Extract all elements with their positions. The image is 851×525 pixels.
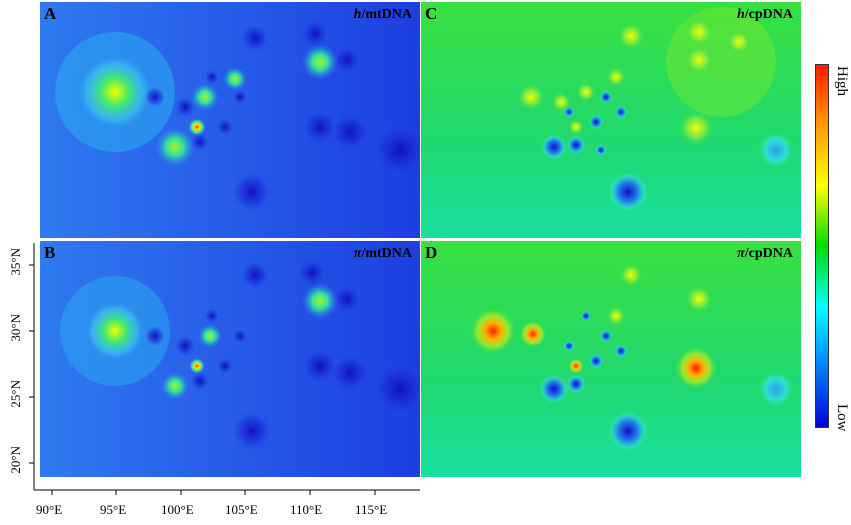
y-tick-label-35: 35°N [8,248,23,276]
y-tick-label-20: 20°N [8,446,23,474]
x-tick-label-115: 115°E [355,502,388,517]
panel-d-map: D π/cpDNA [421,241,801,477]
panel-c-heatmap [421,2,801,238]
panel-b-marker: /mtDNA [361,246,412,261]
panel-b-variable: π [353,246,362,261]
panel-a-title: h/mtDNA [354,7,412,23]
panel-a-variable: h [353,7,362,22]
panel-b-letter: B [44,243,56,262]
panel-c-map: C h/cpDNA [421,2,801,238]
x-tick-label-110: 110°E [290,502,323,517]
x-tick-label-90: 90°E [36,502,63,517]
panel-d-variable: π [737,246,745,261]
panel-a-map: A h/mtDNA [40,2,420,238]
panel-d-marker: /cpDNA [744,246,793,261]
x-tick-label-95: 95°E [100,502,127,517]
panel-a-letter: A [44,4,57,23]
panel-d-title: π/cpDNA [737,246,793,262]
colorbar [815,64,829,428]
panel-a-marker: /mtDNA [361,7,412,22]
panel-b-map: B π/mtDNA [40,241,420,477]
colorbar-low-label: Low [834,404,850,432]
panel-c-letter: C [425,4,438,23]
y-tick-label-30: 30°N [8,314,23,342]
panel-c-title: h/cpDNA [737,7,793,23]
x-tick-label-105: 105°E [225,502,258,517]
panel-d-heatmap [421,241,801,477]
panel-c-marker: /cpDNA [744,7,793,22]
panel-c-variable: h [736,7,745,22]
x-tick-label-100: 100°E [161,502,194,517]
colorbar-high-label: High [834,66,850,96]
panel-b-heatmap [40,241,420,477]
panel-b-title: π/mtDNA [354,246,412,262]
panel-d-letter: D [425,243,438,262]
panel-a-heatmap [40,2,420,238]
y-tick-label-25: 25°N [8,380,23,408]
